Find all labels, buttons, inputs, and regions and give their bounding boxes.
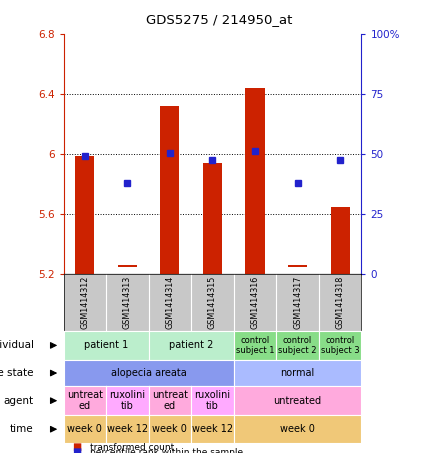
Bar xyxy=(203,163,222,274)
Text: patient 2: patient 2 xyxy=(169,340,213,351)
Text: ruxolini
tib: ruxolini tib xyxy=(194,390,230,411)
Text: ruxolini
tib: ruxolini tib xyxy=(109,390,145,411)
Text: alopecia areata: alopecia areata xyxy=(111,368,187,378)
Bar xyxy=(288,265,307,266)
Text: GSM1414317: GSM1414317 xyxy=(293,276,302,329)
Bar xyxy=(118,265,137,266)
Text: control
subject 1: control subject 1 xyxy=(236,336,274,355)
Bar xyxy=(245,88,265,274)
Text: GDS5275 / 214950_at: GDS5275 / 214950_at xyxy=(146,13,292,26)
Text: disease state: disease state xyxy=(0,368,34,378)
Text: week 12: week 12 xyxy=(192,424,233,434)
Text: week 0: week 0 xyxy=(67,424,102,434)
Text: GSM1414318: GSM1414318 xyxy=(336,276,345,329)
Text: GSM1414314: GSM1414314 xyxy=(166,276,174,329)
Text: ■: ■ xyxy=(72,447,81,453)
Text: ■: ■ xyxy=(72,442,81,452)
Bar xyxy=(160,106,180,274)
Text: control
subject 2: control subject 2 xyxy=(278,336,317,355)
Text: GSM1414313: GSM1414313 xyxy=(123,276,132,329)
Text: untreated: untreated xyxy=(273,395,321,406)
Text: GSM1414312: GSM1414312 xyxy=(80,276,89,329)
Text: untreat
ed: untreat ed xyxy=(152,390,188,411)
Text: time: time xyxy=(10,424,34,434)
Text: week 12: week 12 xyxy=(107,424,148,434)
Text: patient 1: patient 1 xyxy=(84,340,128,351)
Text: week 0: week 0 xyxy=(152,424,187,434)
Text: normal: normal xyxy=(280,368,314,378)
Text: agent: agent xyxy=(4,395,34,406)
Text: untreat
ed: untreat ed xyxy=(67,390,103,411)
Text: transformed count: transformed count xyxy=(90,443,174,452)
Bar xyxy=(331,207,350,274)
Text: control
subject 3: control subject 3 xyxy=(321,336,360,355)
Text: individual: individual xyxy=(0,340,34,351)
Text: GSM1414315: GSM1414315 xyxy=(208,276,217,329)
Text: GSM1414316: GSM1414316 xyxy=(251,276,259,329)
Text: percentile rank within the sample: percentile rank within the sample xyxy=(90,448,243,453)
Bar xyxy=(75,155,94,274)
Text: week 0: week 0 xyxy=(280,424,315,434)
